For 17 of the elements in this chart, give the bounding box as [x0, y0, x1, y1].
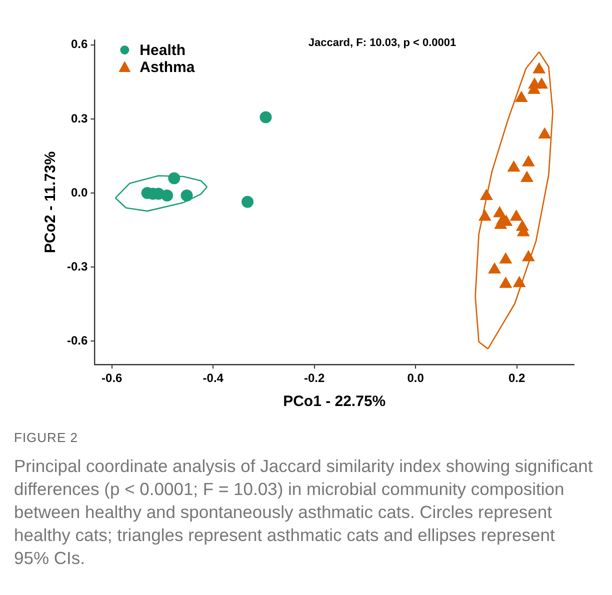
annotation: Jaccard, F: 10.03, p < 0.0001 — [308, 37, 456, 50]
text: Principal coordinate analysis of Jaccard similarity index showing significant differences (p < 0.0001; F = 10.03) in microbial community composition between healthy and spontaneously asthmatic cats. Circles represent healthy cats; triangles represent asthmatic cats and ellipses represent 95% CIs. — [14, 455, 594, 570]
y-tick-label: -0.6 — [66, 333, 88, 348]
x-tick-label: -0.2 — [304, 371, 326, 386]
legend-label: Asthma — [140, 59, 196, 76]
caption: FIGURE 2 — [14, 430, 78, 445]
x-tick-label: 0.0 — [407, 371, 424, 386]
y-tick-label: -0.3 — [66, 259, 88, 274]
y-axis-title: PCo2 - 11.73% — [42, 151, 60, 254]
y-tick-label: 0.3 — [70, 111, 88, 126]
x-tick-label: 0.2 — [508, 371, 526, 386]
x-tick-label: -0.4 — [202, 371, 224, 386]
y-tick-label: 0.0 — [70, 185, 88, 200]
legend-label: Health — [140, 42, 186, 60]
y-tick-label: 0.6 — [70, 37, 88, 52]
x-tick-label: -0.6 — [102, 371, 123, 386]
x-axis-title: PCo1 - 22.75% — [283, 393, 386, 410]
